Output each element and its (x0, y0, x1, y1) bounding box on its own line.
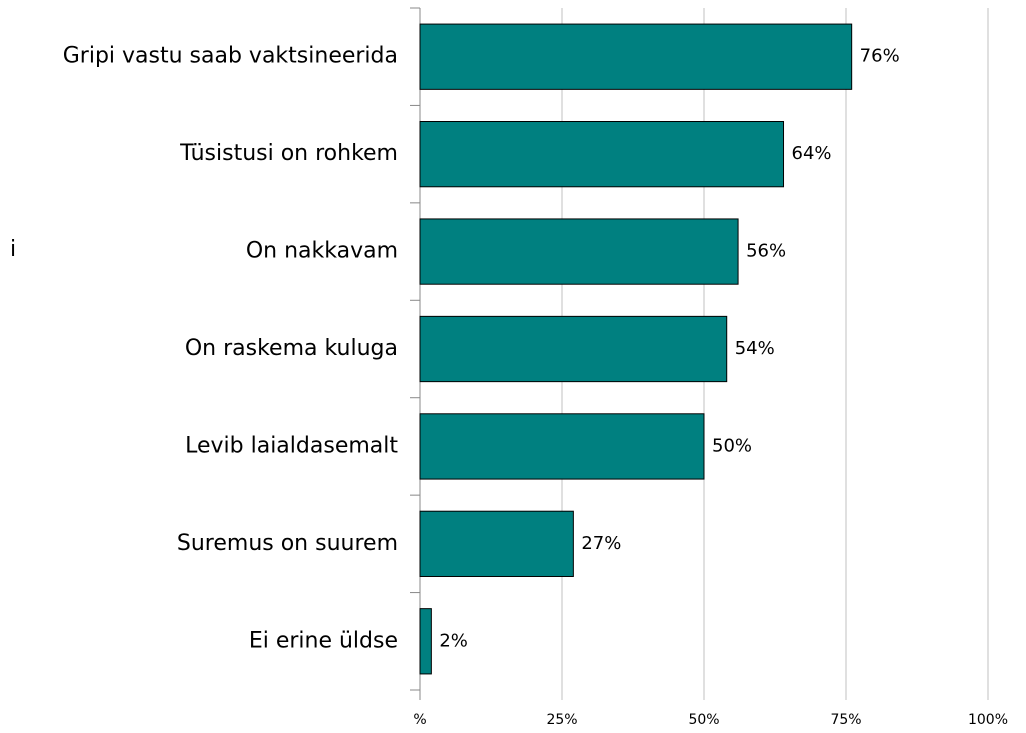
bar (419, 23, 853, 90)
data-label: 50% (712, 435, 752, 456)
data-label: 76% (860, 46, 900, 67)
data-label: 54% (735, 338, 775, 359)
annotation: i (10, 237, 16, 262)
x-tick-label: 50% (688, 712, 719, 728)
bar (419, 510, 574, 577)
x-tick-label: 75% (830, 712, 861, 728)
y-tick-label: Suremus on suurem (177, 531, 398, 556)
y-tick-label: On raskema kuluga (185, 336, 398, 361)
y-tick-label: Levib laialdasemalt (185, 433, 398, 458)
bar (419, 413, 705, 480)
data-label: 56% (746, 241, 786, 262)
y-tick-label: Gripi vastu saab vaktsineerida (63, 44, 398, 69)
y-tick-label: On nakkavam (246, 239, 398, 264)
bar (419, 315, 728, 383)
x-tick-label: % (413, 712, 426, 728)
x-tick-label: 25% (546, 712, 577, 728)
x-tick-label: 100% (968, 712, 1008, 728)
y-tick-label: Ei erine üldse (249, 628, 398, 653)
bar (419, 608, 432, 675)
data-label: 64% (792, 143, 832, 164)
bar (419, 218, 739, 285)
bar (419, 121, 785, 188)
data-label: 27% (581, 533, 621, 554)
data-label: 2% (439, 630, 468, 651)
y-tick-label: Tüsistusi on rohkem (179, 141, 398, 166)
